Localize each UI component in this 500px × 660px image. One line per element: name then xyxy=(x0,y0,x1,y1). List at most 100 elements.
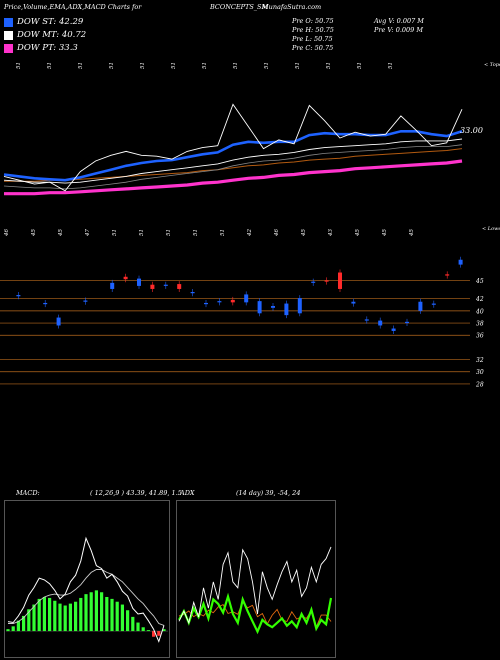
candle-body xyxy=(458,259,463,265)
macd-hist-bar xyxy=(11,626,15,632)
price-ema-chart: 51 51 51 51 51 51 51 51 51 51 51 51 51 < Tope 33.00 46 4… xyxy=(3,62,500,237)
candle-body xyxy=(217,301,222,303)
macd-hist-bar xyxy=(120,604,124,632)
top-date-label: 51 xyxy=(233,62,239,69)
site-name: MunafaSutra.com xyxy=(262,3,322,11)
candle-body xyxy=(163,284,168,286)
prev-open: Pre O: 50.75 xyxy=(292,17,334,25)
legend-swatch-st xyxy=(4,17,13,27)
candle-body xyxy=(324,280,329,282)
candle-body xyxy=(56,317,61,326)
adx-minus-di-line xyxy=(178,601,332,629)
candle-body xyxy=(445,274,450,276)
candle-body xyxy=(311,281,316,283)
candle-body xyxy=(378,320,383,326)
macd-hist-bar xyxy=(126,610,130,632)
candle-body xyxy=(271,306,275,308)
candle-body xyxy=(257,301,262,314)
chart-title: Price,Volume,EMA,ADX,MACD Charts for xyxy=(4,3,142,11)
macd-hist-bar xyxy=(162,629,166,632)
top-date-label: 51 xyxy=(78,62,84,69)
macd-hist-bar xyxy=(42,596,46,632)
bottom-date-label: 46 xyxy=(4,229,10,237)
symbol-name: BCONCEPTS_SM xyxy=(210,3,269,11)
macd-hist-bar xyxy=(84,594,88,632)
candle-body xyxy=(123,276,128,280)
top-axis-label: < Tope xyxy=(484,62,500,68)
legend-label-st: DOW ST: 42.29 xyxy=(17,17,84,27)
macd-hist-bar xyxy=(37,598,41,632)
top-date-label: 51 xyxy=(109,62,115,69)
candle-body xyxy=(351,301,356,304)
adx-plus-di-line xyxy=(178,546,332,625)
bottom-date-label: 51 xyxy=(166,229,172,236)
adx-params: (14 day) 39, -54, 24 xyxy=(236,489,301,497)
legend-item-mt: DOW MT: 40.72 xyxy=(4,29,86,41)
price-last-label: 33.00 xyxy=(460,126,483,135)
legend-item-pt: DOW PT: 33.3 xyxy=(4,42,78,54)
bottom-date-label: 46 xyxy=(274,229,280,237)
macd-hist-bar xyxy=(94,590,98,632)
macd-frame xyxy=(4,500,170,658)
top-date-label: 51 xyxy=(47,62,53,69)
candle-body xyxy=(391,328,396,331)
prev-low: Pre L: 50.75 xyxy=(292,35,333,43)
bottom-date-label: 43 xyxy=(328,229,334,237)
candle-body xyxy=(150,284,155,289)
sma-mt-line xyxy=(3,138,463,184)
macd-hist-bar xyxy=(6,629,10,632)
candle-body xyxy=(43,302,48,305)
top-date-label: 51 xyxy=(202,62,208,69)
bottom-date-label: 47 xyxy=(85,229,91,237)
ma-brown-line xyxy=(4,148,463,182)
adx-line xyxy=(178,592,333,635)
macd-hist-bar xyxy=(141,627,145,632)
top-date-label: 51 xyxy=(326,62,332,69)
macd-hist-bar xyxy=(131,616,135,632)
macd-hist-bar xyxy=(100,592,104,632)
bottom-date-label: 51 xyxy=(139,229,145,236)
prev-close: Pre C: 50.75 xyxy=(292,44,334,52)
macd-hist-bar xyxy=(105,596,109,632)
macd-hist-bar xyxy=(48,597,52,632)
candle-body xyxy=(230,299,235,303)
legend-label-pt: DOW PT: 33.3 xyxy=(17,43,78,53)
ma-grey-line xyxy=(3,144,463,190)
top-date-label: 51 xyxy=(388,62,394,69)
avg-volume: Avg V: 0.007 M xyxy=(374,17,424,25)
candle-body xyxy=(16,295,21,297)
candle-body xyxy=(244,294,249,303)
candle-body xyxy=(338,272,342,289)
macd-hist-bar xyxy=(68,603,72,632)
macd-hist-bar xyxy=(89,592,93,632)
ema-pt-line xyxy=(4,159,463,196)
macd-hist-bar xyxy=(115,601,119,632)
macd-hist-bar xyxy=(110,598,114,632)
macd-hist-bar xyxy=(53,600,57,632)
price-line xyxy=(3,103,463,192)
candle-body xyxy=(137,278,141,286)
macd-title: MACD: xyxy=(16,489,40,497)
bottom-date-label: 51 xyxy=(112,229,118,236)
macd-chart xyxy=(4,500,170,658)
bottom-axis-label: < Lowes xyxy=(482,226,500,232)
legend-swatch-pt xyxy=(4,43,13,53)
top-date-label: 51 xyxy=(16,62,22,69)
macd-hist-bar xyxy=(152,631,156,637)
candle-body xyxy=(190,292,195,294)
candle-body xyxy=(364,319,369,321)
bottom-date-label: 42 xyxy=(247,229,253,237)
macd-hist-bar xyxy=(22,615,26,632)
macd-line xyxy=(7,536,165,643)
y-tick-label: 42 xyxy=(475,296,484,303)
top-date-label: 51 xyxy=(171,62,177,69)
adx-frame xyxy=(176,500,336,658)
macd-hist-bar xyxy=(157,631,161,636)
candle-body xyxy=(284,303,289,316)
y-tick-label: 38 xyxy=(476,321,484,328)
top-date-label: 51 xyxy=(140,62,146,69)
macd-hist-bar xyxy=(146,630,150,632)
top-date-label: 51 xyxy=(357,62,363,69)
bottom-date-label: 45 xyxy=(382,229,388,237)
prev-volume: Pre V: 0.009 M xyxy=(374,26,424,34)
